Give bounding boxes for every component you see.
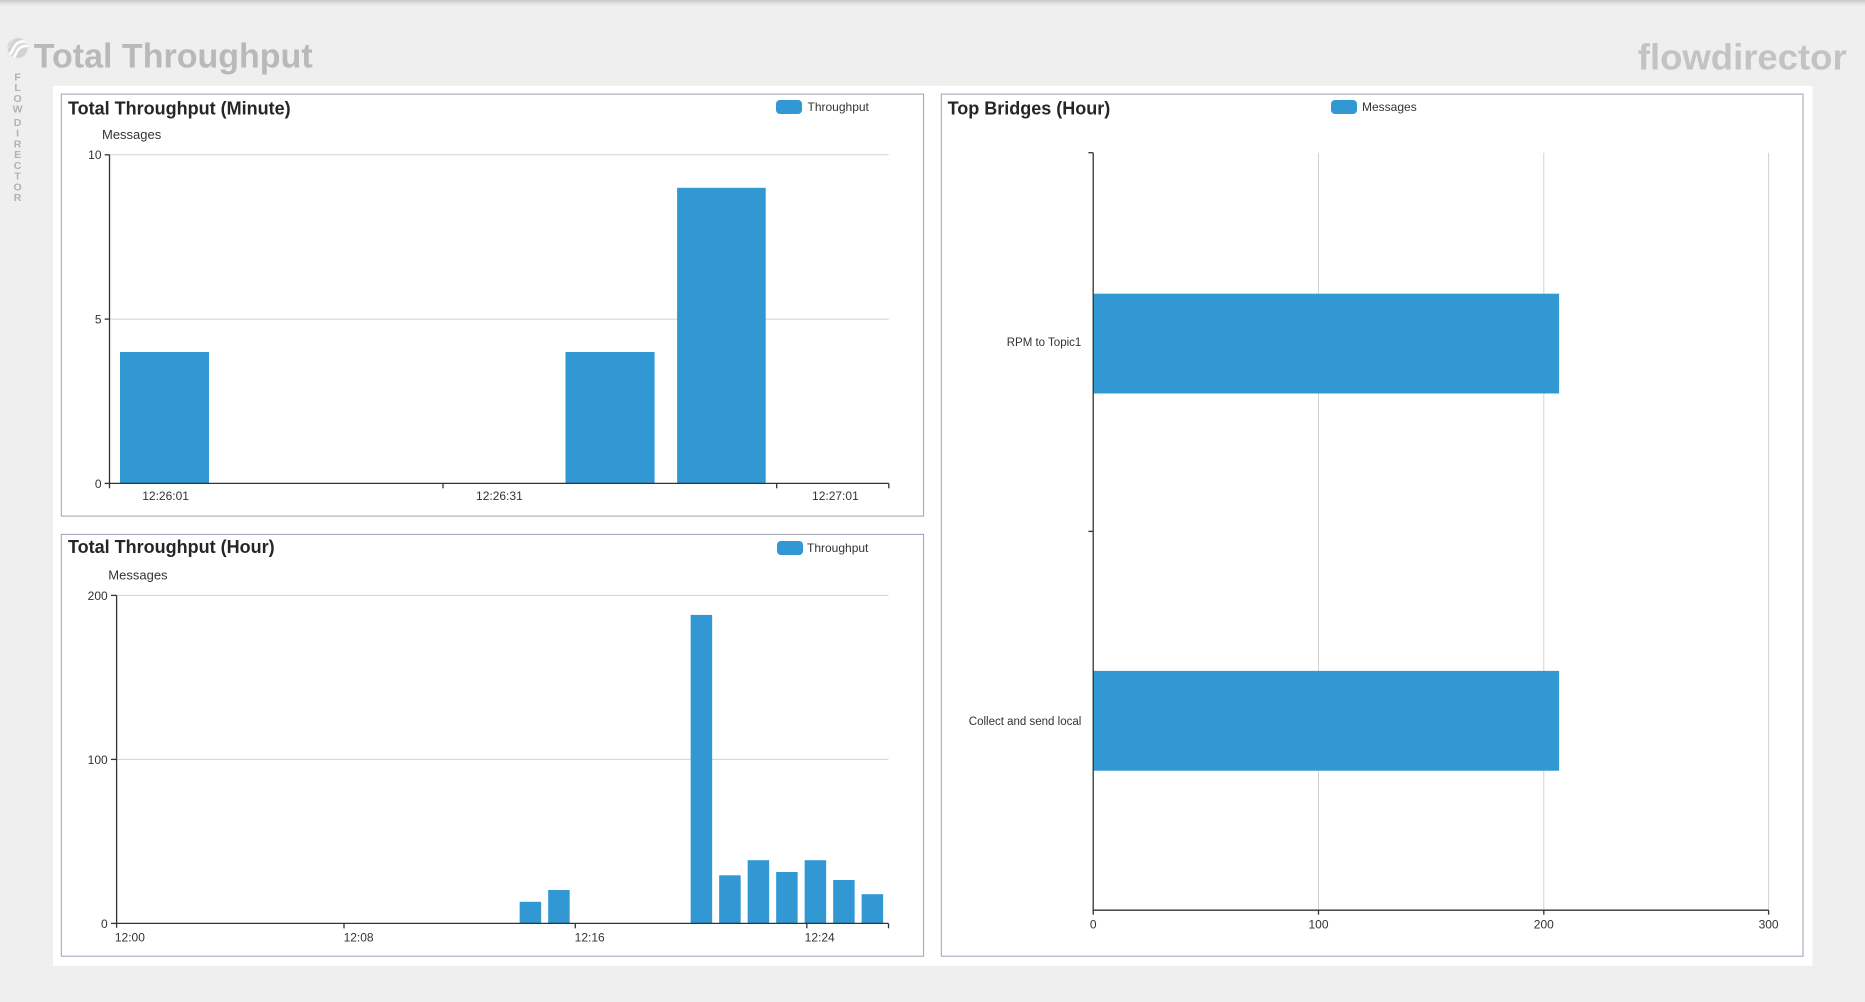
- svg-text:F: F: [14, 71, 21, 83]
- svg-text:12:26:31: 12:26:31: [476, 489, 523, 503]
- svg-text:O: O: [14, 181, 22, 193]
- svg-text:Messages: Messages: [108, 568, 168, 583]
- svg-text:0: 0: [95, 477, 102, 491]
- svg-text:O: O: [14, 93, 22, 105]
- svg-text:T: T: [14, 171, 21, 183]
- svg-text:I: I: [16, 128, 19, 140]
- svg-text:Total Throughput (Hour): Total Throughput (Hour): [68, 537, 275, 557]
- svg-text:300: 300: [1759, 918, 1779, 932]
- svg-text:L: L: [14, 82, 21, 94]
- svg-text:10: 10: [88, 148, 102, 162]
- svg-text:200: 200: [1534, 918, 1554, 932]
- svg-text:flowdirector: flowdirector: [1638, 36, 1847, 77]
- svg-text:0: 0: [1090, 918, 1097, 932]
- svg-text:Messages: Messages: [1362, 100, 1417, 114]
- svg-text:Total Throughput (Minute): Total Throughput (Minute): [68, 99, 291, 119]
- svg-text:100: 100: [1308, 918, 1328, 932]
- svg-text:5: 5: [95, 312, 102, 326]
- svg-text:RPM to Topic1: RPM to Topic1: [1007, 337, 1082, 349]
- svg-text:R: R: [14, 192, 22, 204]
- svg-text:W: W: [13, 104, 23, 116]
- svg-text:E: E: [14, 149, 21, 161]
- svg-text:12:16: 12:16: [575, 930, 605, 944]
- svg-text:D: D: [14, 117, 22, 129]
- svg-text:Total Throughput: Total Throughput: [34, 37, 313, 75]
- svg-text:12:08: 12:08: [344, 930, 374, 944]
- svg-text:Throughput: Throughput: [807, 541, 869, 555]
- svg-text:Messages: Messages: [102, 127, 162, 142]
- svg-text:R: R: [14, 138, 22, 150]
- svg-text:12:26:01: 12:26:01: [142, 489, 189, 503]
- svg-text:Throughput: Throughput: [808, 100, 870, 114]
- svg-text:Top Bridges (Hour): Top Bridges (Hour): [948, 99, 1111, 119]
- svg-text:12:27:01: 12:27:01: [812, 489, 859, 503]
- svg-text:Collect and send local: Collect and send local: [969, 716, 1082, 728]
- svg-text:C: C: [14, 160, 22, 172]
- svg-text:0: 0: [101, 917, 108, 931]
- svg-text:12:24: 12:24: [805, 930, 835, 944]
- svg-text:100: 100: [88, 753, 108, 767]
- svg-text:12:00: 12:00: [115, 930, 145, 944]
- svg-text:200: 200: [88, 589, 108, 603]
